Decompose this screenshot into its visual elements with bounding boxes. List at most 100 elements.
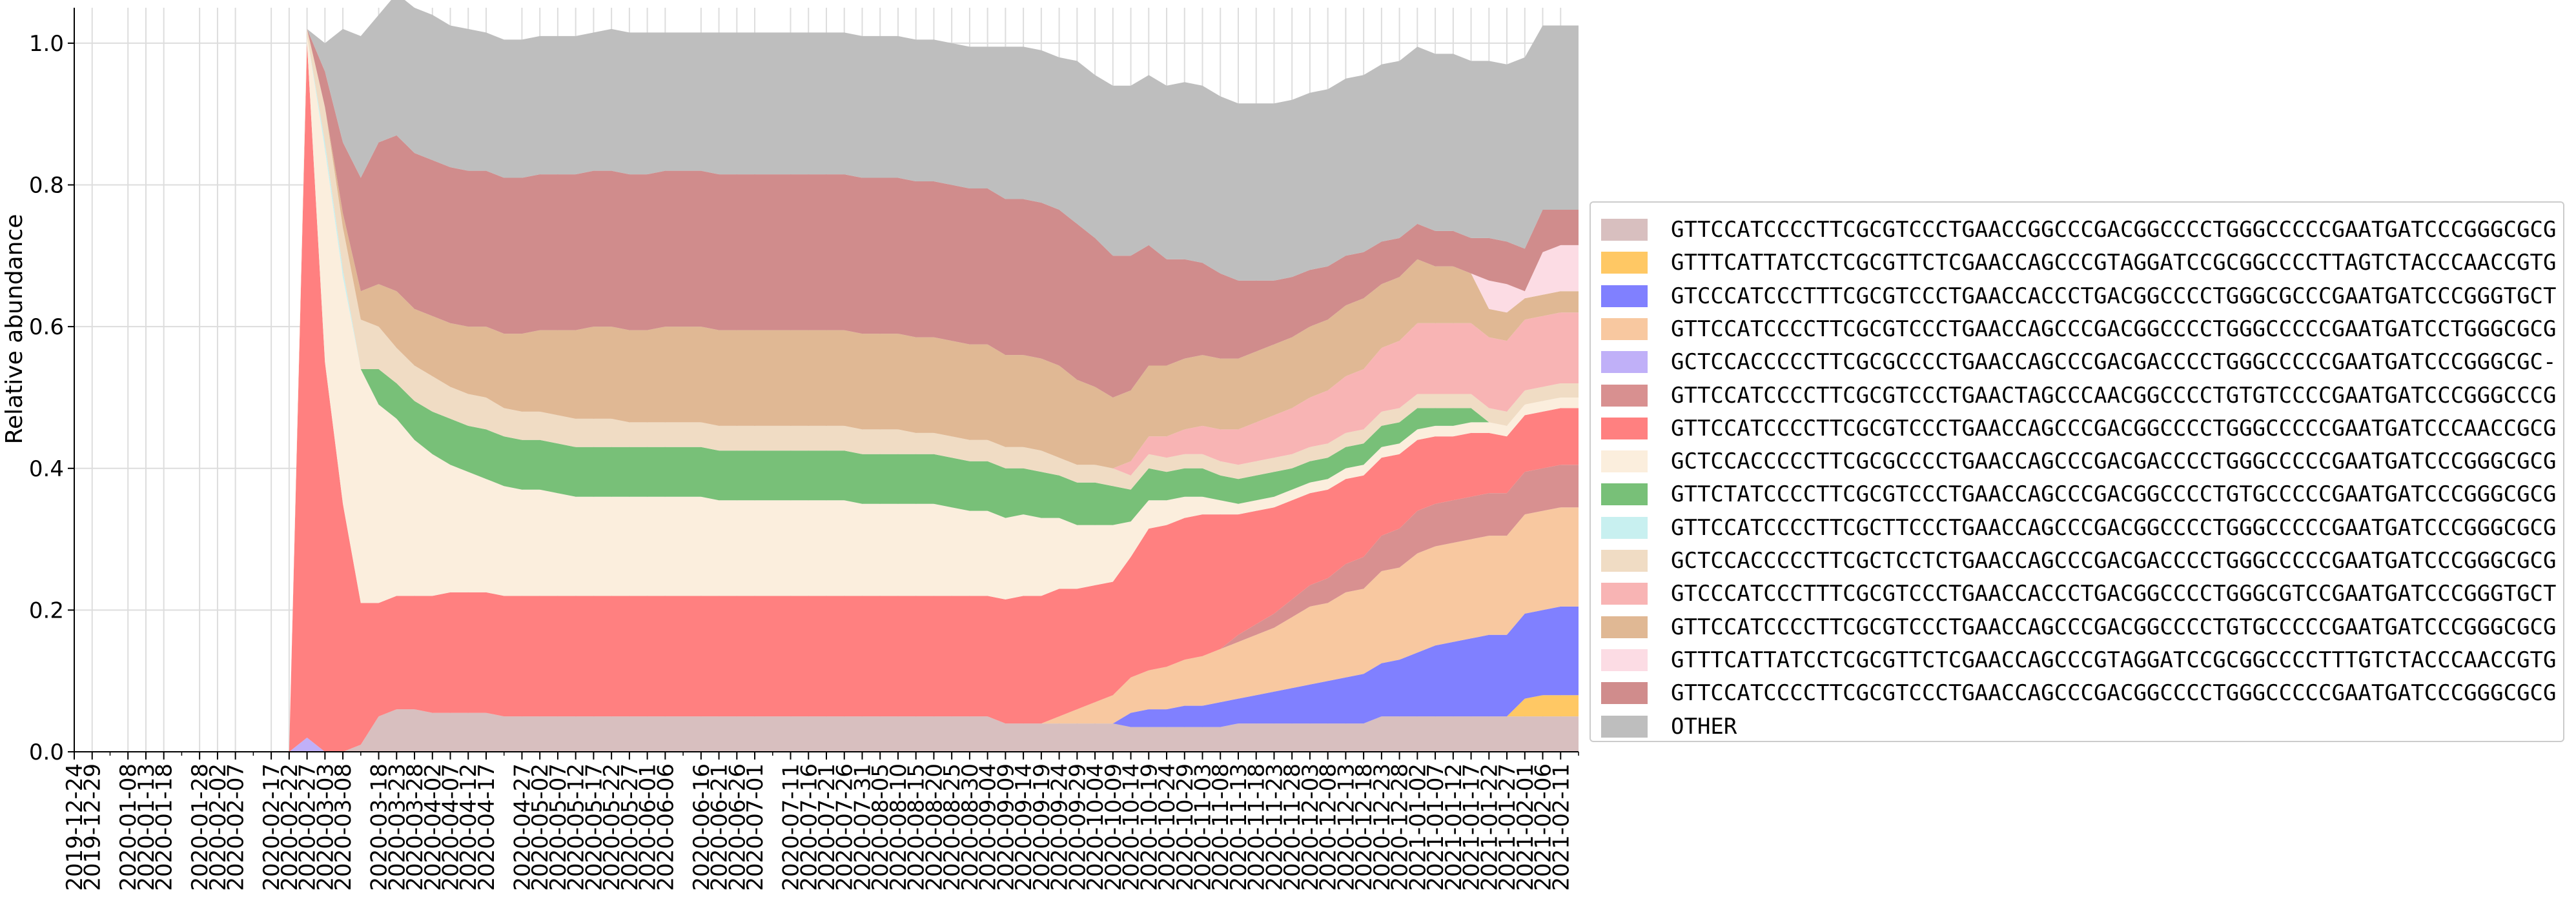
- legend-label: GTCCCATCCCTTTCGCGTCCCTGAACCACCCTGACGGCCC…: [1671, 283, 2557, 309]
- x-tick-label: 2020-12-23: [1369, 763, 1395, 891]
- x-tick-label: 2020-05-07: [546, 763, 571, 891]
- x-tick-label: 2020-12-03: [1298, 763, 1324, 891]
- legend-swatch: [1601, 252, 1648, 274]
- legend-label: GTTCCATCCCCTTCGCGTCCCTGAACCAGCCCGACGGCCC…: [1671, 316, 2557, 342]
- x-tick-label: 2020-04-27: [510, 763, 536, 891]
- legend-item: GTTTCATTATCCTCGCGTTCTCGAACCAGCCCGTAGGATC…: [1601, 645, 2556, 676]
- x-tick-label: 2020-01-08: [116, 763, 141, 891]
- legend-swatch: [1601, 317, 1648, 340]
- x-tick-label: 2021-01-02: [1405, 763, 1431, 891]
- legend-item: GCTCCACCCCCTTCGCGCCCCTGAACCAGCCCGACGACCC…: [1601, 446, 2556, 477]
- legend-item: GCTCCACCCCCTTCGCTCCTCTGAACCAGCCCGACGACCC…: [1601, 545, 2556, 576]
- legend-item: GTCCCATCCCTTTCGCGTCCCTGAACCACCCTGACGGCCC…: [1601, 578, 2556, 609]
- area-series-16: [74, 0, 1579, 752]
- x-tick-label: 2020-03-03: [312, 763, 338, 891]
- area-series-8: [74, 35, 1579, 752]
- legend-label: GTTCCATCCCCTTCGCGTCCCTGAACTAGCCCAACGGCCC…: [1671, 382, 2557, 408]
- x-tick-label: 2020-05-17: [581, 763, 607, 891]
- legend-swatch: [1601, 682, 1648, 705]
- area-series-3: [74, 606, 1579, 752]
- y-tick-label: 0.2: [29, 598, 64, 623]
- legend-label: GTTTCATTATCCTCGCGTTCTCGAACCAGCCCGTAGGATC…: [1671, 647, 2557, 673]
- x-tick-label: 2020-05-27: [617, 763, 643, 891]
- areas-layer: [74, 0, 1579, 752]
- x-tick-label: 2021-02-01: [1513, 763, 1538, 891]
- x-tick-label: 2020-10-04: [1083, 763, 1109, 891]
- x-tick-label: 2020-07-16: [796, 763, 822, 891]
- x-tick-label: 2020-10-29: [1172, 763, 1198, 891]
- area-series-7: [74, 43, 1579, 752]
- x-tick-label: 2020-01-18: [152, 763, 178, 891]
- legend-item: GTTCCATCCCCTTCGCGTCCCTGAACCAGCCCGACGGCCC…: [1601, 413, 2556, 444]
- x-tick-label: 2020-04-02: [420, 763, 446, 891]
- x-tick-label: 2020-08-30: [957, 763, 983, 891]
- x-tick-label: 2020-02-22: [277, 763, 303, 891]
- x-tick-label: 2021-01-17: [1459, 763, 1485, 891]
- x-tick-label: 2020-10-09: [1101, 763, 1127, 891]
- x-tick-label: 2020-02-07: [223, 763, 249, 891]
- legend-label: GCTCCACCCCCTTCGCTCCTCTGAACCAGCCCGACGACCC…: [1671, 548, 2557, 574]
- legend: GTTCCATCCCCTTCGCGTCCCTGAACCGGCCCGACGGCCC…: [1590, 201, 2564, 742]
- legend-label: GCTCCACCCCCTTCGCGCCCCTGAACCAGCCCGACGACCC…: [1671, 349, 2557, 376]
- x-tick-label: 2020-07-01: [742, 763, 768, 891]
- y-tick-labels: 0.0 0.2 0.4 0.6 0.8 1.0: [29, 31, 64, 765]
- legend-label: GTTCCATCCCCTTCGCGTCCCTGAACCAGCCCGACGGCCC…: [1671, 614, 2557, 640]
- legend-swatch: [1601, 616, 1648, 638]
- x-tick-label: 2020-04-17: [474, 763, 500, 891]
- x-tick-label: 2020-09-14: [1011, 763, 1037, 891]
- legend-item: GTTCCATCCCCTTCGCTTCCCTGAACCAGCCCGACGGCCC…: [1601, 512, 2556, 543]
- x-tick-label: 2020-12-28: [1387, 763, 1413, 891]
- area-series-13: [74, 28, 1579, 752]
- y-tick-label: 0.8: [29, 173, 64, 199]
- area-series-15: [74, 28, 1579, 752]
- legend-item: GTTCCATCCCCTTCGCGTCCCTGAACCGGCCCGACGGCCC…: [1601, 214, 2556, 245]
- x-tick-label: 2020-03-28: [402, 763, 428, 891]
- x-tick-label: 2021-01-22: [1477, 763, 1502, 891]
- x-tick-label: 2020-06-01: [635, 763, 661, 891]
- x-tick-label: 2020-04-07: [438, 763, 464, 891]
- x-tick-label: 2020-09-19: [1029, 763, 1055, 891]
- x-tick-label: 2020-05-12: [564, 763, 589, 891]
- x-tick-label: 2020-02-02: [205, 763, 231, 891]
- x-tick-label: 2021-01-12: [1441, 763, 1467, 891]
- x-tick-label: 2020-11-18: [1244, 763, 1270, 891]
- x-tick-label: 2020-08-10: [886, 763, 912, 891]
- y-tick-label: 0.0: [29, 740, 64, 765]
- x-tick-label: 2020-03-23: [384, 763, 410, 891]
- x-tick-label: 2020-06-06: [653, 763, 679, 891]
- legend-item: GTTCCATCCCCTTCGCGTCCCTGAACCAGCCCGACGGCCC…: [1601, 612, 2556, 643]
- x-tick-label: 2020-08-05: [868, 763, 894, 891]
- x-tick-label: 2020-04-12: [456, 763, 482, 891]
- x-tick-label: 2020-06-21: [707, 763, 733, 891]
- legend-label: GTTCCATCCCCTTCGCGTCCCTGAACCGGCCCGACGGCCC…: [1671, 217, 2557, 243]
- area-series-1: [74, 709, 1579, 752]
- legend-swatch: [1601, 450, 1648, 473]
- x-tick-label: 2020-12-18: [1351, 763, 1377, 891]
- legend-label: GTTTCATTATCCTCGCGTTCTCGAACCAGCCCGTAGGATC…: [1671, 250, 2557, 276]
- legend-swatch: [1601, 483, 1648, 506]
- x-tick-label: 2020-10-14: [1119, 763, 1145, 891]
- legend-item: GTTCCATCCCCTTCGCGTCCCTGAACCAGCCCGACGGCCC…: [1601, 678, 2556, 709]
- legend-label: GTCCCATCCCTTTCGCGTCCCTGAACCACCCTGACGGCCC…: [1671, 581, 2557, 607]
- x-tick-label: 2020-09-24: [1047, 763, 1073, 891]
- legend-item: GCTCCACCCCCTTCGCGCCCCTGAACCAGCCCGACGACCC…: [1601, 347, 2556, 378]
- x-tick-label: 2020-05-22: [599, 763, 625, 891]
- x-tick-label: 2020-06-16: [689, 763, 715, 891]
- legend-label: GTTCCATCCCCTTCGCTTCCCTGAACCAGCCCGACGGCCC…: [1671, 514, 2557, 541]
- x-tick-label: 2020-11-23: [1262, 763, 1288, 891]
- legend-item: GTTTCATTATCCTCGCGTTCTCGAACCAGCCCGTAGGATC…: [1601, 247, 2556, 278]
- x-tick-label: 2020-11-13: [1226, 763, 1252, 891]
- x-tick-label: 2019-12-24: [62, 763, 88, 891]
- x-tick-label: 2020-06-26: [724, 763, 750, 891]
- x-tick-label: 2021-01-27: [1495, 763, 1520, 891]
- x-tick-label: 2020-03-08: [331, 763, 356, 891]
- legend-swatch: [1601, 417, 1648, 439]
- legend-item: GTTCTATCCCCTTCGCGTCCCTGAACCAGCCCGACGGCCC…: [1601, 479, 2556, 510]
- x-tick-label: 2020-03-18: [367, 763, 393, 891]
- legend-swatch: [1601, 219, 1648, 241]
- legend-swatch: [1601, 550, 1648, 572]
- x-tick-label: 2020-11-28: [1280, 763, 1305, 891]
- legend-swatch: [1601, 583, 1648, 605]
